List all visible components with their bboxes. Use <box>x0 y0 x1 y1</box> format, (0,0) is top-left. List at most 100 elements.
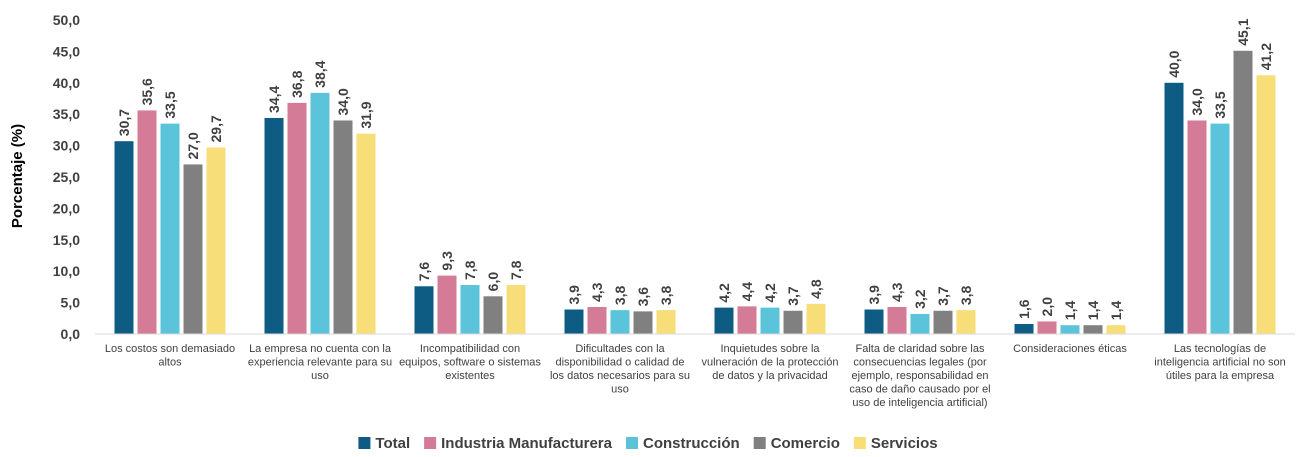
category-label: Los costos son demasiado <box>105 343 235 355</box>
category-label: existentes <box>445 370 495 382</box>
legend-swatch <box>626 437 638 449</box>
bar <box>910 313 930 334</box>
category-label: altos <box>158 357 182 369</box>
category-label: Las tecnologías de <box>1174 343 1266 355</box>
y-tick-label: 45,0 <box>53 43 80 59</box>
y-tick-label: 15,0 <box>53 232 80 248</box>
legend-item: Industria Manufacturera <box>424 435 613 452</box>
bar <box>287 102 307 335</box>
legend-label: Servicios <box>871 435 938 452</box>
y-tick-label: 0,0 <box>61 326 81 342</box>
bar <box>183 164 203 334</box>
data-label: 1,4 <box>1062 301 1078 321</box>
category-label: Falta de claridad sobre las <box>855 343 985 355</box>
data-label: 3,9 <box>866 285 882 305</box>
bar <box>356 133 376 334</box>
bar <box>933 310 953 334</box>
data-label: 36,8 <box>289 70 305 97</box>
data-label: 27,0 <box>185 132 201 159</box>
data-label: 41,2 <box>1258 43 1274 70</box>
category-labels: Los costos son demasiado altos La empresa … <box>105 343 1286 409</box>
data-label: 7,8 <box>462 260 478 280</box>
bar <box>1256 75 1276 334</box>
bar <box>114 141 134 334</box>
legend-swatch <box>753 437 766 449</box>
bar <box>1014 323 1034 334</box>
data-label: 2,0 <box>1039 297 1055 317</box>
bar <box>656 310 676 334</box>
legend-swatch <box>358 437 371 449</box>
bar <box>887 306 907 334</box>
category-label: disponibilidad o calidad de <box>555 357 684 369</box>
legend: Total Industria Manufacturera Construcción… <box>358 435 938 452</box>
y-axis: 0,0 5,0 10,0 15,0 20,0 25,0 30,0 35,0 40,0 45,0 50… <box>53 12 80 342</box>
bar <box>483 296 503 334</box>
legend-swatch <box>853 437 866 449</box>
y-tick-label: 25,0 <box>53 169 80 185</box>
data-label: 4,2 <box>716 283 732 303</box>
category-label: La empresa no cuenta con la <box>249 343 392 355</box>
bars <box>114 50 1276 335</box>
category-label: experiencia relevante para su <box>248 357 392 369</box>
bar <box>956 310 976 334</box>
legend-swatch <box>424 437 437 449</box>
data-label: 1,4 <box>1108 301 1124 321</box>
data-label: 3,8 <box>658 285 674 305</box>
bar <box>1060 325 1080 334</box>
legend-item: Comercio <box>753 435 840 452</box>
bar <box>1233 50 1253 334</box>
bar <box>633 311 653 334</box>
data-label: 9,3 <box>439 251 455 271</box>
data-label: 33,5 <box>162 91 178 118</box>
data-label: 29,7 <box>208 115 224 142</box>
bar <box>506 285 526 334</box>
data-label: 38,4 <box>312 60 328 87</box>
data-label: 3,6 <box>635 287 651 307</box>
category-label: uso <box>311 370 329 382</box>
data-label: 3,9 <box>566 285 582 305</box>
category-label: ejemplo, responsabilidad en <box>852 370 989 382</box>
y-tick-label: 30,0 <box>53 138 80 154</box>
bar <box>437 275 457 334</box>
category-label: los datos necesarios para su <box>550 370 690 382</box>
bar <box>783 310 803 334</box>
y-axis-label: Porcentaje (%) <box>9 124 26 228</box>
data-label: 34,0 <box>335 88 351 115</box>
legend-label: Industria Manufacturera <box>441 435 613 452</box>
data-label: 34,4 <box>266 86 282 113</box>
bar <box>310 92 330 335</box>
bar <box>610 310 630 334</box>
bar <box>564 309 584 334</box>
legend-label: Construcción <box>643 435 740 452</box>
bar <box>160 123 180 335</box>
bar <box>1083 325 1103 334</box>
y-tick-label: 5,0 <box>61 295 81 311</box>
data-label: 33,5 <box>1212 91 1228 118</box>
bar <box>714 307 734 334</box>
bar <box>760 307 780 334</box>
data-label: 4,4 <box>739 282 755 302</box>
y-tick-label: 20,0 <box>53 200 80 216</box>
bar <box>414 286 434 334</box>
legend-item: Servicios <box>853 435 938 452</box>
legend-label: Total <box>375 435 410 452</box>
data-label: 3,7 <box>935 286 951 306</box>
category-label: de datos y la privacidad <box>712 370 828 382</box>
category-label: consecuencias legales (por <box>853 357 987 369</box>
data-label: 6,0 <box>485 272 501 292</box>
category-label: Dificultades con la <box>575 343 665 355</box>
category-label: útiles para la empresa <box>1166 370 1275 382</box>
bar <box>1106 325 1126 334</box>
legend-item: Total <box>358 435 410 452</box>
y-tick-label: 50,0 <box>53 12 80 28</box>
y-tick-label: 10,0 <box>53 263 80 279</box>
data-label: 40,0 <box>1166 50 1182 77</box>
data-label: 31,9 <box>358 101 374 128</box>
bar <box>1210 123 1230 335</box>
data-label: 3,7 <box>785 286 801 306</box>
category-label: Inquietudes sobre la <box>720 343 820 355</box>
data-label: 7,8 <box>508 260 524 280</box>
bar <box>1164 82 1184 334</box>
category-label: uso de inteligencia artificial) <box>852 397 987 409</box>
